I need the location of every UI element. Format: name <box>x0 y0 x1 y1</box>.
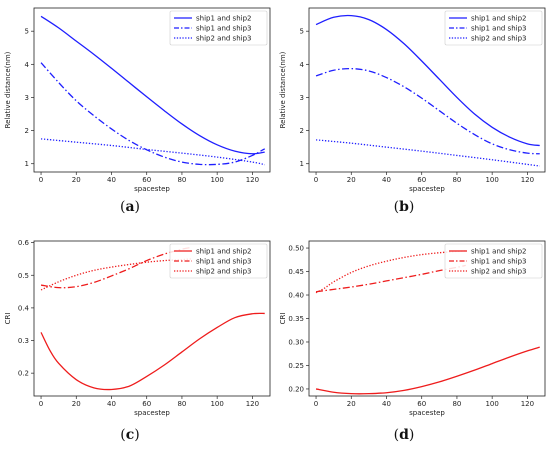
y-tick-label: 0.35 <box>288 315 304 323</box>
x-tick-label: 120 <box>521 176 534 184</box>
legend-label: ship2 and ship3 <box>471 268 526 276</box>
x-tick-label: 20 <box>72 176 81 184</box>
y-tick-label: 0.4 <box>18 304 30 312</box>
caption-d: (d) <box>393 427 415 443</box>
caption-c: (c) <box>120 427 140 443</box>
series-line-1 <box>40 15 265 155</box>
y-tick-label: 0.30 <box>288 338 304 346</box>
legend-label: ship2 and ship3 <box>196 268 251 276</box>
y-axis-label: Relative distance(nm) <box>279 51 287 128</box>
series-line-2 <box>40 246 191 289</box>
series-line-3 <box>315 139 540 167</box>
y-tick-label: 0.5 <box>18 272 29 280</box>
y-tick-label: 0.2 <box>18 370 29 378</box>
chart-panel-a: 0 20 40 60 80 100 120 1 2 3 4 5 spacestep Relative di… <box>4 7 271 193</box>
y-tick-label: 0.20 <box>288 385 304 393</box>
series-line-3 <box>40 138 265 166</box>
x-tick-label: 60 <box>142 400 151 408</box>
x-tick-label: 0 <box>314 176 318 184</box>
x-tick-label: 100 <box>485 176 498 184</box>
legend-label: ship1 and ship2 <box>471 248 526 256</box>
legend-label: ship1 and ship3 <box>196 258 251 266</box>
y-tick-label: 5 <box>25 28 29 36</box>
caption-a: (a) <box>119 199 140 215</box>
legend-box <box>169 243 268 279</box>
x-axis-label: spacestep <box>409 409 445 417</box>
series-line-1 <box>40 312 265 391</box>
legend-label: ship1 and ship3 <box>471 25 526 33</box>
x-tick-label: 120 <box>521 400 534 408</box>
y-axis-label: Relative distance(nm) <box>4 51 12 128</box>
caption-b: (b) <box>393 199 415 215</box>
x-tick-label: 80 <box>452 176 461 184</box>
x-tick-label: 40 <box>382 176 391 184</box>
legend-box <box>169 10 268 46</box>
legend-label: ship1 and ship2 <box>471 15 526 23</box>
chart-panel-c: 0 20 40 60 80 100 120 0.2 0.3 0.4 0.5 0.6 spacestep C… <box>4 239 271 417</box>
x-tick-label: 40 <box>107 400 116 408</box>
x-tick-label: 60 <box>142 176 151 184</box>
y-tick-label: 3 <box>300 94 304 102</box>
y-tick-label: 4 <box>25 61 30 69</box>
x-tick-label: 60 <box>417 176 426 184</box>
x-tick-label: 80 <box>452 400 461 408</box>
legend-label: ship1 and ship2 <box>196 15 251 23</box>
y-axis-label: CRI <box>279 313 287 325</box>
x-tick-label: 40 <box>382 400 391 408</box>
x-tick-label: 120 <box>246 176 259 184</box>
x-tick-label: 80 <box>177 176 186 184</box>
series-line-2 <box>315 264 466 293</box>
x-tick-label: 20 <box>72 400 81 408</box>
x-tick-label: 100 <box>210 176 223 184</box>
x-axis-label: spacestep <box>134 409 170 417</box>
series-line-1 <box>315 346 540 395</box>
x-axis-label: spacestep <box>409 185 445 193</box>
x-tick-label: 40 <box>107 176 116 184</box>
legend-box <box>444 10 543 46</box>
x-tick-label: 0 <box>314 400 318 408</box>
y-tick-label: 3 <box>25 94 29 102</box>
y-tick-label: 2 <box>300 127 304 135</box>
x-tick-label: 20 <box>347 400 356 408</box>
x-tick-label: 100 <box>210 400 223 408</box>
series-line-1 <box>315 14 540 147</box>
series-line-2 <box>315 67 540 155</box>
chart-panel-d: 0 20 40 60 80 100 120 0.20 0.25 0.30 0.35 0.40 0.45 0… <box>279 240 546 417</box>
x-tick-label: 80 <box>177 400 186 408</box>
y-tick-label: 5 <box>300 28 304 36</box>
y-tick-label: 2 <box>25 127 29 135</box>
legend-label: ship1 and ship2 <box>196 248 251 256</box>
plot-frame <box>308 7 546 173</box>
legend-label: ship1 and ship3 <box>471 258 526 266</box>
legend-label: ship2 and ship3 <box>471 35 526 43</box>
y-tick-label: 0.3 <box>18 337 29 345</box>
x-tick-label: 100 <box>485 400 498 408</box>
y-tick-label: 0.50 <box>288 245 304 253</box>
y-axis-label: CRI <box>4 313 12 325</box>
y-tick-label: 0.45 <box>288 268 304 276</box>
x-tick-label: 0 <box>39 400 43 408</box>
x-tick-label: 20 <box>347 176 356 184</box>
chart-panel-b: 0 20 40 60 80 100 120 1 2 3 4 5 spacestep Relative di… <box>279 7 546 193</box>
y-tick-label: 4 <box>300 61 305 69</box>
series-line-2 <box>40 62 266 166</box>
x-tick-label: 0 <box>39 176 43 184</box>
legend-label: ship1 and ship3 <box>196 25 251 33</box>
y-tick-label: 0.6 <box>18 239 30 247</box>
x-tick-label: 120 <box>246 400 259 408</box>
x-tick-label: 60 <box>417 400 426 408</box>
y-tick-label: 1 <box>300 160 304 168</box>
plot-frame <box>33 7 271 173</box>
plot-frame <box>33 240 271 397</box>
y-tick-label: 1 <box>25 160 29 168</box>
legend-label: ship2 and ship3 <box>196 35 251 43</box>
series-line-3 <box>315 250 466 294</box>
y-tick-label: 0.25 <box>288 362 304 370</box>
x-axis-label: spacestep <box>134 185 170 193</box>
legend-box <box>444 243 543 279</box>
y-tick-label: 0.40 <box>288 292 304 300</box>
